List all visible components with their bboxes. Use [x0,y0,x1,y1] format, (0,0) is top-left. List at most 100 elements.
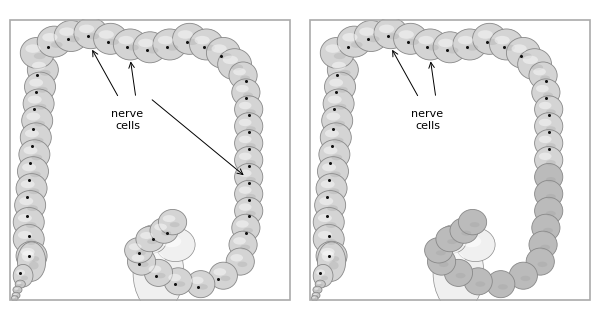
Ellipse shape [315,295,318,297]
Ellipse shape [498,284,508,289]
Ellipse shape [446,47,458,54]
Ellipse shape [313,224,344,254]
Ellipse shape [32,138,44,143]
Ellipse shape [486,39,498,45]
Ellipse shape [246,160,256,165]
Ellipse shape [239,102,251,109]
Ellipse shape [526,248,554,275]
Ellipse shape [20,37,54,68]
Ellipse shape [175,281,185,287]
Ellipse shape [186,39,198,45]
Ellipse shape [164,268,192,295]
Ellipse shape [539,119,551,126]
Text: nerve
cells: nerve cells [112,109,143,131]
Ellipse shape [546,109,556,115]
Ellipse shape [535,113,563,140]
Ellipse shape [12,297,16,298]
Ellipse shape [326,113,340,120]
Ellipse shape [443,231,457,241]
Ellipse shape [17,282,21,284]
Ellipse shape [12,292,20,299]
Ellipse shape [145,259,173,287]
Ellipse shape [314,288,319,290]
Ellipse shape [155,228,195,262]
Ellipse shape [533,68,546,75]
Ellipse shape [198,284,208,289]
Ellipse shape [214,268,226,276]
Ellipse shape [229,62,257,89]
Ellipse shape [233,68,246,75]
Ellipse shape [26,239,37,245]
Ellipse shape [511,44,527,53]
Ellipse shape [236,85,249,92]
Ellipse shape [243,92,253,98]
Ellipse shape [13,207,44,237]
Ellipse shape [178,30,193,39]
Ellipse shape [314,191,346,220]
Ellipse shape [32,62,46,70]
Ellipse shape [326,222,337,228]
Ellipse shape [322,106,353,135]
Ellipse shape [221,276,230,281]
Ellipse shape [325,72,356,101]
Ellipse shape [161,230,171,236]
Ellipse shape [506,37,540,68]
Ellipse shape [334,120,345,126]
Ellipse shape [18,231,32,239]
Ellipse shape [16,269,25,276]
Ellipse shape [337,87,348,93]
Ellipse shape [311,295,318,301]
Ellipse shape [170,222,179,227]
Ellipse shape [21,248,35,256]
Ellipse shape [146,47,158,54]
Ellipse shape [155,273,166,278]
Ellipse shape [37,87,48,93]
Ellipse shape [206,37,240,68]
Ellipse shape [359,27,374,36]
Ellipse shape [14,298,16,299]
Ellipse shape [436,250,446,256]
Ellipse shape [42,33,58,42]
Ellipse shape [317,242,346,281]
Ellipse shape [235,130,263,157]
Ellipse shape [233,237,246,245]
Ellipse shape [427,44,439,51]
Ellipse shape [143,231,157,241]
Ellipse shape [29,262,38,269]
Ellipse shape [150,218,178,243]
Ellipse shape [438,39,454,47]
Ellipse shape [316,174,347,203]
Ellipse shape [139,262,149,267]
Ellipse shape [223,55,238,64]
Ellipse shape [313,207,344,237]
Ellipse shape [427,248,455,275]
Ellipse shape [535,146,563,174]
Ellipse shape [240,75,250,81]
Ellipse shape [235,180,263,207]
Ellipse shape [320,37,354,68]
Ellipse shape [173,23,206,54]
Ellipse shape [26,222,37,228]
Text: nerve
cells: nerve cells [412,109,443,131]
Ellipse shape [321,248,335,256]
Ellipse shape [140,232,153,239]
Ellipse shape [328,95,342,104]
Ellipse shape [521,276,530,281]
Ellipse shape [232,214,260,241]
Ellipse shape [453,29,487,60]
Ellipse shape [13,286,22,294]
Ellipse shape [22,106,53,135]
Ellipse shape [320,123,352,152]
Ellipse shape [539,102,551,109]
Ellipse shape [546,194,556,199]
Ellipse shape [21,180,35,188]
Ellipse shape [23,89,54,118]
Ellipse shape [540,245,550,250]
Ellipse shape [450,218,478,243]
Ellipse shape [436,226,464,252]
Ellipse shape [536,85,549,92]
Ellipse shape [368,36,380,42]
Ellipse shape [425,238,453,263]
Ellipse shape [30,171,41,177]
Ellipse shape [28,188,40,194]
